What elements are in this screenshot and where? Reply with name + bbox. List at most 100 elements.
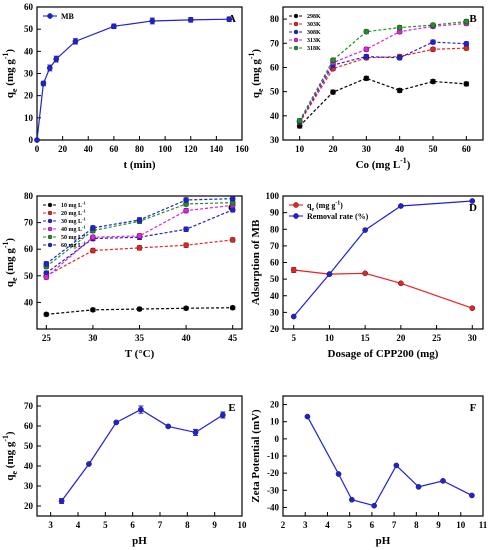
y-tick-label: 40 xyxy=(24,46,34,56)
legend-label: qe (mg g-1) xyxy=(307,200,343,212)
series-4 xyxy=(43,202,236,280)
x-tick-label: 80 xyxy=(135,144,145,154)
legend-marker xyxy=(293,213,299,219)
x-tick-label: 30 xyxy=(362,144,372,154)
data-point xyxy=(220,412,226,418)
data-point xyxy=(136,217,143,223)
panel-e: 3 4 5 6 7 8 9 10 20 30 40 50 60 70 pH qe (mg g-1) E xyxy=(1,395,248,547)
y-tick-label: 40 xyxy=(24,461,34,471)
series-3 xyxy=(296,39,470,125)
x-axis-label: Dosage of CPP200 (mg) xyxy=(328,348,439,360)
series-1 xyxy=(304,413,475,509)
data-point xyxy=(226,16,233,23)
x-axis-label: T (°C) xyxy=(125,348,155,360)
data-point xyxy=(229,237,236,243)
legend-marker xyxy=(47,202,53,208)
y-tick-label: 40 xyxy=(24,297,34,307)
data-point xyxy=(138,406,144,413)
data-point xyxy=(136,233,143,239)
x-tick-label: 20 xyxy=(396,333,406,343)
legend-label: MB xyxy=(61,12,75,21)
x-tick-label: 4 xyxy=(325,520,330,530)
y-tick-label: 70 xyxy=(270,38,280,48)
series-line xyxy=(36,18,230,141)
legend-marker xyxy=(47,226,53,232)
data-point xyxy=(363,75,370,82)
series-6 xyxy=(43,195,236,267)
data-point xyxy=(396,24,403,31)
legend-label: 298K xyxy=(307,14,321,20)
series-line xyxy=(299,20,467,121)
data-point xyxy=(72,38,79,45)
legend-label: 50 mg L-1 xyxy=(61,232,86,241)
series-line xyxy=(46,307,233,315)
y-tick-label: 80 xyxy=(270,14,280,24)
x-tick-label: 15 xyxy=(361,333,371,343)
data-point xyxy=(430,78,436,85)
data-point xyxy=(290,313,297,320)
data-point xyxy=(136,306,143,312)
data-point xyxy=(90,247,96,254)
data-point xyxy=(192,429,199,436)
x-tick-label: 9 xyxy=(436,520,441,530)
data-point xyxy=(469,198,476,204)
panel-letter: E xyxy=(228,402,235,414)
panel-b: 10 20 30 40 50 60 30 40 50 60 70 80 Co (mg L-1) qe (m… xyxy=(247,6,484,171)
series-1 xyxy=(296,75,470,129)
x-tick-label: 10 xyxy=(238,520,248,530)
panel-d: 5 10 15 20 25 30 20 30 40 50 60 70 80 90 100 Dosage of … xyxy=(250,191,484,360)
x-tick-label: 8 xyxy=(185,520,190,530)
data-point xyxy=(43,274,50,280)
series-line xyxy=(61,408,224,502)
x-tick-label: 10 xyxy=(325,333,335,343)
data-point xyxy=(396,54,403,61)
legend-marker xyxy=(47,234,53,240)
x-axis-label: pH xyxy=(132,535,147,547)
data-point xyxy=(136,245,143,251)
x-tick-label: 3 xyxy=(48,520,53,530)
series-line xyxy=(299,22,467,122)
data-point xyxy=(229,195,236,202)
legend-marker xyxy=(293,202,299,208)
data-point xyxy=(149,18,156,24)
y-axis-label: qe (mg g-1) xyxy=(247,49,265,99)
y-tick-label: 50 xyxy=(24,24,34,34)
y-tick-label: 30 xyxy=(24,69,34,79)
y-tick-label: 30 xyxy=(270,135,280,145)
x-tick-label: 20 xyxy=(329,144,339,154)
y-tick-label: 60 xyxy=(24,421,34,431)
x-tick-label: 10 xyxy=(456,520,466,530)
y-tick-label: 20 xyxy=(24,91,34,101)
series-1 xyxy=(290,266,476,312)
x-tick-label: 25 xyxy=(432,333,442,343)
data-point xyxy=(330,57,336,64)
data-point xyxy=(463,40,470,47)
x-tick-label: 5 xyxy=(103,520,108,530)
data-point xyxy=(113,419,120,426)
x-tick-label: 40 xyxy=(395,144,405,154)
x-tick-label: 45 xyxy=(228,333,238,343)
x-axis-label: t (min) xyxy=(123,159,155,171)
y-tick-label: 90 xyxy=(270,208,280,218)
data-point xyxy=(430,39,436,45)
legend-marker xyxy=(293,29,299,35)
data-point xyxy=(371,502,377,509)
data-point xyxy=(463,18,470,25)
data-point xyxy=(43,311,50,318)
y-tick-label: 50 xyxy=(270,87,280,97)
data-point xyxy=(469,492,475,499)
x-tick-label: 35 xyxy=(135,333,145,343)
series-line xyxy=(299,41,467,123)
data-point xyxy=(90,306,96,313)
data-point xyxy=(469,305,476,312)
x-tick-label: 7 xyxy=(392,520,397,530)
x-tick-label: 40 xyxy=(84,144,94,154)
legend: MB xyxy=(43,12,75,21)
legend-label: 10 mg L-1 xyxy=(61,200,86,209)
y-tick-label: 50 xyxy=(270,274,280,284)
x-tick-label: 2 xyxy=(281,520,286,530)
y-tick-label: 70 xyxy=(270,241,280,251)
data-point xyxy=(183,197,189,203)
x-tick-label: 10 xyxy=(295,144,305,154)
x-tick-label: 20 xyxy=(58,144,68,154)
